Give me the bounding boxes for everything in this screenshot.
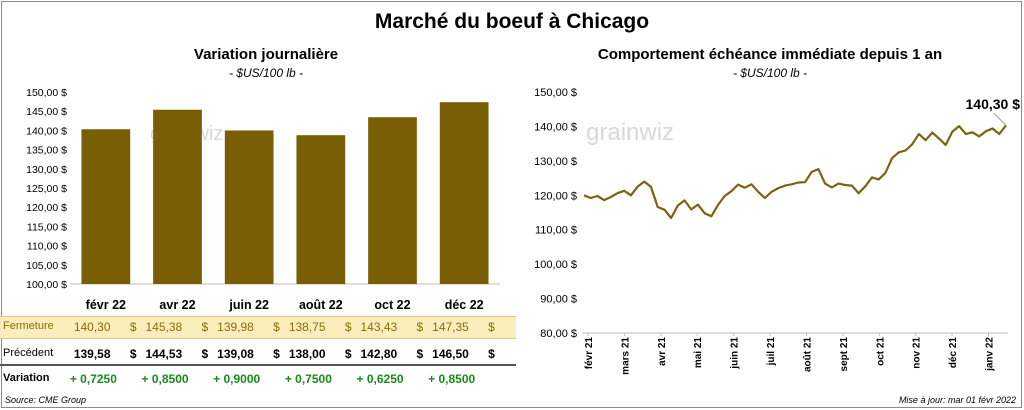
y-tick-label: 150,00 $ [26,87,67,99]
bar [439,102,489,285]
y-tick-label: 100,00 $ [26,279,67,291]
prev-value: 144,53 [145,347,183,361]
y-tick-label: 110,00 $ [535,225,577,237]
close-value: 147,35 [432,320,469,334]
update-note: Mise à jour: mar 01 févr 2022 [898,395,1016,405]
prev-value: 139,08 [217,347,254,361]
x-tick-label: août 22 [299,298,343,312]
variation-value: + 0,6250 [356,372,404,386]
y-tick-label: 110,00 $ [27,241,67,253]
x-tick-label: oct 21 [875,337,886,366]
y-tick-label: 90,00 $ [540,294,577,306]
y-tick-label: 115,00 $ [27,221,67,233]
x-tick-label: avr 21 [657,337,668,366]
y-tick-label: 80,00 $ [540,328,577,340]
y-tick-label: 145,00 $ [26,106,67,118]
close-value: 140,30 [73,320,111,334]
last-price-label: 140,30 $ [966,96,1021,112]
y-tick-label: 150,00 $ [534,87,577,99]
x-tick-label: déc 21 [948,337,959,369]
left-chart-unit: - $US/100 lb - [228,66,304,80]
variation-value: + 0,8500 [428,372,476,386]
callout-line [993,113,1007,126]
x-tick-label: nov 21 [912,337,923,369]
x-tick-label: avr 22 [159,298,195,312]
prev-row-label: Précédent [3,347,54,359]
y-tick-label: 140,00 $ [534,121,577,133]
left-chart-title: Variation journalière [193,46,339,63]
close-currency: $ [344,320,352,334]
x-tick-label: juin 21 [730,337,741,370]
close-value: 139,98 [217,320,254,334]
variation-value: + 0,8500 [141,372,189,386]
x-tick-label: déc 22 [445,298,484,312]
close-value: 145,38 [145,320,183,334]
close-currency: $ [488,320,495,334]
prev-value: 138,00 [288,347,326,361]
prev-currency: $ [344,347,352,361]
x-tick-label: août 21 [802,337,813,372]
prev-currency: $ [273,347,280,361]
prev-value: 146,50 [432,347,469,361]
price-series-line [583,124,1007,220]
x-tick-label: janv 22 [985,337,996,372]
x-tick-label: juil 21 [766,337,777,367]
prev-value: 139,58 [73,347,111,361]
close-currency: $ [201,320,209,334]
y-tick-label: 130,00 $ [534,156,577,168]
prev-value: 142,80 [360,347,398,361]
variation-row-band [0,364,516,392]
y-tick-label: 120,00 $ [534,190,577,202]
close-row-band [0,316,516,339]
prev-currency: $ [416,347,424,361]
x-tick-label: mai 21 [693,337,704,369]
x-tick-label: juin 22 [228,298,269,312]
x-tick-label: févr 21 [584,337,595,370]
prev-currency: $ [201,347,209,361]
prev-currency: $ [488,347,495,361]
page-title: Marché du boeuf à Chicago [374,10,650,33]
prev-currency: $ [129,347,137,361]
right-chart-unit: - $US/100 lb - [732,66,808,80]
line-chart: grainwiz 80,00 $ 90,00 $ 100,00 $ 110,00 $ 12… [534,87,1021,375]
close-currency: $ [129,320,137,334]
x-tick-label: mars 21 [620,337,631,375]
bar [296,135,346,284]
x-tick-label: oct 22 [374,298,410,312]
bar [81,129,131,284]
bar [224,130,274,284]
watermark-right: grainwiz [586,119,674,146]
x-tick-label: févr 22 [86,298,126,312]
y-tick-label: 130,00 $ [26,164,67,176]
close-value: 143,43 [360,320,398,334]
y-tick-label: 135,00 $ [26,145,67,157]
bar [368,117,417,285]
variation-value: + 0,7250 [69,372,117,386]
variation-value: + 0,7500 [284,372,332,386]
bar [153,109,202,284]
y-tick-label: 125,00 $ [26,183,67,195]
y-tick-label: 120,00 $ [26,202,67,214]
variation-value: + 0,9000 [213,372,261,386]
right-chart-title: Comportement échéance immédiate depuis 1… [597,46,943,63]
x-tick-label: sept 21 [839,337,850,372]
y-tick-label: 105,00 $ [26,260,67,272]
source-note: Source: CME Group [5,395,87,405]
close-value: 138,75 [288,320,326,334]
var-row-label: Variation [3,372,50,384]
close-row-label: Fermeture [3,320,54,332]
y-tick-label: 140,00 $ [26,125,67,137]
close-currency: $ [416,320,424,334]
close-currency: $ [273,320,280,334]
y-tick-label: 100,00 $ [534,259,577,271]
bar-chart: grainwiz100,00 $105,00 $110,00 $115,00 $… [26,87,500,312]
